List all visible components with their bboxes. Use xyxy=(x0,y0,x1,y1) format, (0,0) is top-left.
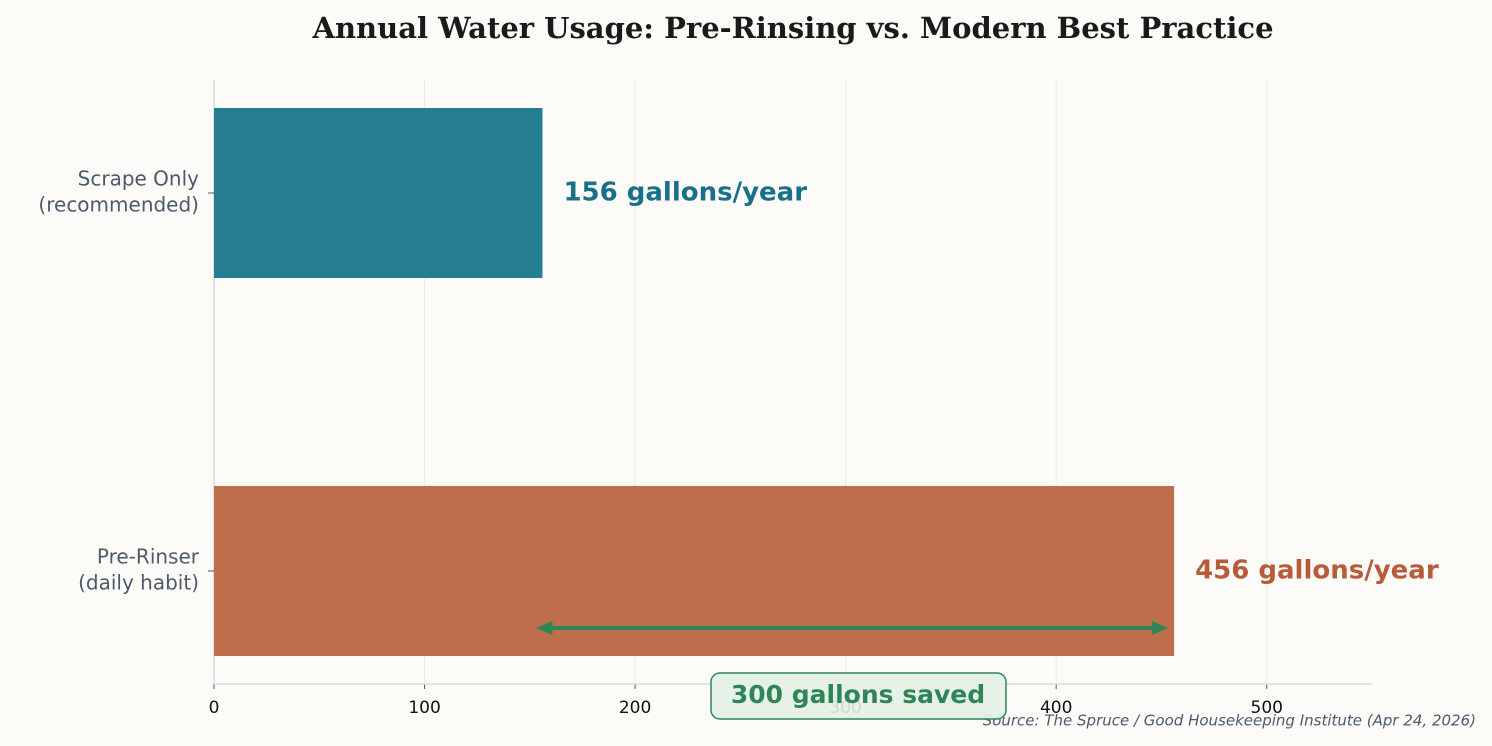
arrow-head xyxy=(536,621,553,635)
chart-title: Annual Water Usage: Pre-Rinsing vs. Mode… xyxy=(311,11,1273,45)
y-tick-label: Scrape Only xyxy=(78,167,200,191)
annotation: 300 gallons saved xyxy=(731,680,985,709)
y-tick-label: (daily habit) xyxy=(78,571,199,595)
y-tick-label: (recommended) xyxy=(38,193,199,217)
source-note: Source: The Spruce / Good Housekeeping I… xyxy=(983,712,1476,730)
x-tick-label: 500 xyxy=(1251,698,1283,718)
bar xyxy=(214,108,543,278)
value-label: 456 gallons/year xyxy=(1195,556,1439,586)
arrow-head xyxy=(1152,621,1169,635)
x-tick-label: 100 xyxy=(408,698,440,718)
x-tick-label: 200 xyxy=(619,698,651,718)
bar xyxy=(214,486,1175,656)
annotation-box xyxy=(710,672,1007,720)
value-label: 156 gallons/year xyxy=(563,178,807,208)
x-tick-label: 400 xyxy=(1040,698,1072,718)
y-tick-label: Pre-Rinser xyxy=(97,545,200,569)
x-tick-label: 0 xyxy=(209,698,220,718)
